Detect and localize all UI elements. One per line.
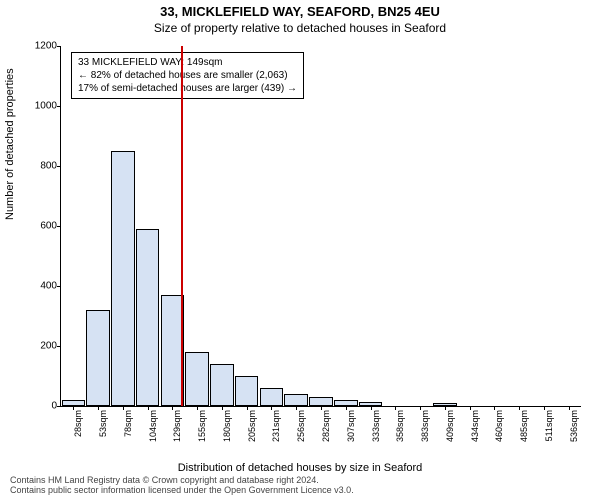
x-tick-label: 78sqm — [123, 410, 133, 437]
x-tick-label: 409sqm — [445, 410, 455, 442]
title-sub: Size of property relative to detached ho… — [0, 19, 600, 35]
x-tick-mark — [420, 406, 421, 410]
x-tick-mark — [172, 406, 173, 410]
x-tick-mark — [148, 406, 149, 410]
x-tick-mark — [123, 406, 124, 410]
x-tick-mark — [395, 406, 396, 410]
x-tick-label: 53sqm — [98, 410, 108, 437]
y-tick-mark — [57, 286, 61, 287]
chart-container: 33, MICKLEFIELD WAY, SEAFORD, BN25 4EU S… — [0, 0, 600, 500]
x-tick-mark — [346, 406, 347, 410]
x-tick-mark — [271, 406, 272, 410]
plot-area: 33 MICKLEFIELD WAY: 149sqm ← 82% of deta… — [60, 46, 581, 407]
info-box: 33 MICKLEFIELD WAY: 149sqm ← 82% of deta… — [71, 52, 304, 99]
info-line1: 33 MICKLEFIELD WAY: 149sqm — [78, 56, 297, 69]
x-tick-label: 307sqm — [346, 410, 356, 442]
x-tick-label: 205sqm — [247, 410, 257, 442]
x-axis-label: Distribution of detached houses by size … — [0, 462, 600, 474]
x-tick-mark — [321, 406, 322, 410]
histogram-bar — [86, 310, 110, 406]
x-tick-label: 536sqm — [569, 410, 579, 442]
x-tick-mark — [222, 406, 223, 410]
x-tick-label: 485sqm — [519, 410, 529, 442]
info-line3: 17% of semi-detached houses are larger (… — [78, 82, 297, 95]
x-tick-label: 333sqm — [371, 410, 381, 442]
x-tick-mark — [544, 406, 545, 410]
histogram-bar — [210, 364, 234, 406]
x-tick-mark — [445, 406, 446, 410]
y-tick-mark — [57, 226, 61, 227]
marker-line — [181, 46, 183, 406]
x-tick-mark — [371, 406, 372, 410]
histogram-bar — [284, 394, 308, 406]
x-tick-mark — [470, 406, 471, 410]
x-tick-label: 282sqm — [321, 410, 331, 442]
x-tick-label: 256sqm — [296, 410, 306, 442]
histogram-bar — [136, 229, 160, 406]
x-tick-mark — [494, 406, 495, 410]
y-axis-label: Number of detached properties — [4, 68, 16, 220]
y-tick-mark — [57, 346, 61, 347]
x-tick-mark — [197, 406, 198, 410]
x-tick-label: 28sqm — [73, 410, 83, 437]
x-tick-mark — [73, 406, 74, 410]
x-tick-label: 129sqm — [172, 410, 182, 442]
x-tick-label: 383sqm — [420, 410, 430, 442]
x-tick-mark — [569, 406, 570, 410]
x-tick-mark — [247, 406, 248, 410]
y-tick-mark — [57, 166, 61, 167]
x-tick-label: 104sqm — [148, 410, 158, 442]
x-tick-mark — [519, 406, 520, 410]
x-tick-mark — [296, 406, 297, 410]
y-tick-mark — [57, 106, 61, 107]
footer-text: Contains HM Land Registry data © Crown c… — [10, 476, 354, 496]
x-tick-label: 511sqm — [544, 410, 554, 441]
histogram-bar — [185, 352, 209, 406]
x-tick-label: 155sqm — [197, 410, 207, 442]
y-tick-mark — [57, 46, 61, 47]
x-tick-label: 180sqm — [222, 410, 232, 442]
histogram-bar — [260, 388, 284, 406]
x-tick-mark — [98, 406, 99, 410]
footer-line2: Contains public sector information licen… — [10, 486, 354, 496]
histogram-bar — [309, 397, 333, 406]
x-tick-label: 460sqm — [494, 410, 504, 442]
x-tick-label: 358sqm — [395, 410, 405, 442]
histogram-bar — [235, 376, 259, 406]
histogram-bar — [111, 151, 135, 406]
y-tick-mark — [57, 406, 61, 407]
info-line2: ← 82% of detached houses are smaller (2,… — [78, 69, 297, 82]
x-tick-label: 434sqm — [470, 410, 480, 442]
x-tick-label: 231sqm — [271, 410, 281, 442]
title-main: 33, MICKLEFIELD WAY, SEAFORD, BN25 4EU — [0, 0, 600, 19]
